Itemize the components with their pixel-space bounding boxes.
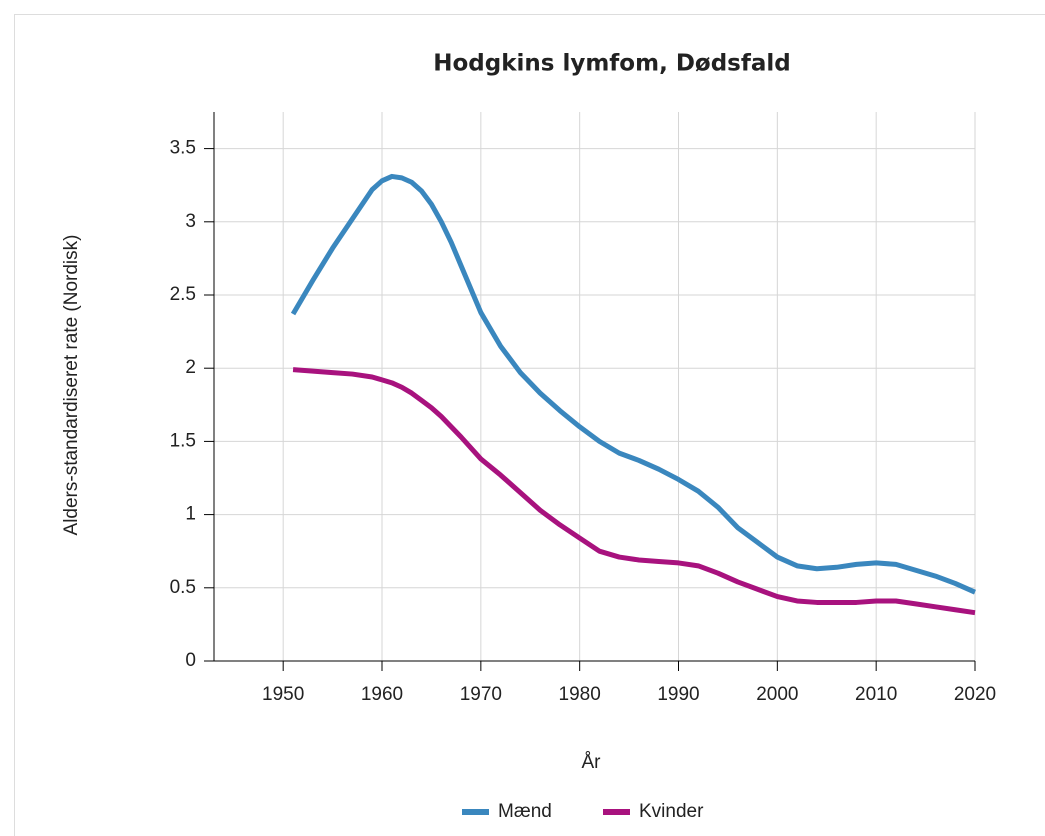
x-tick-label: 1960 bbox=[361, 684, 403, 705]
y-tick-label: 3 bbox=[185, 211, 196, 232]
y-tick-label: 0.5 bbox=[170, 577, 196, 598]
y-tick-label: 3.5 bbox=[170, 138, 196, 159]
y-axis-label: Alders-standardiseret rate (Nordisk) bbox=[61, 235, 82, 536]
y-tick-label: 1.5 bbox=[170, 430, 196, 451]
x-tick-label: 2000 bbox=[756, 684, 798, 705]
x-tick-label: 1950 bbox=[262, 684, 304, 705]
x-axis-label: År bbox=[582, 752, 602, 773]
legend-label: Mænd bbox=[498, 801, 552, 822]
data-line bbox=[292, 367, 976, 616]
frame bbox=[14, 14, 1045, 836]
y-tick-label: 2 bbox=[185, 357, 196, 378]
x-tick-label: 1970 bbox=[460, 684, 502, 705]
y-tick-label: 1 bbox=[185, 504, 196, 525]
chart-title: Hodgkins lymfom, Dødsfald bbox=[433, 51, 791, 77]
data-line bbox=[290, 173, 977, 595]
x-tick-label: 2010 bbox=[855, 684, 897, 705]
x-tick-label: 2020 bbox=[954, 684, 996, 705]
x-tick-label: 1990 bbox=[657, 684, 699, 705]
legend-label: Kvinder bbox=[639, 801, 704, 822]
y-tick-label: 2.5 bbox=[170, 284, 196, 305]
y-tick-label: 0 bbox=[185, 650, 196, 671]
x-tick-label: 1980 bbox=[559, 684, 601, 705]
